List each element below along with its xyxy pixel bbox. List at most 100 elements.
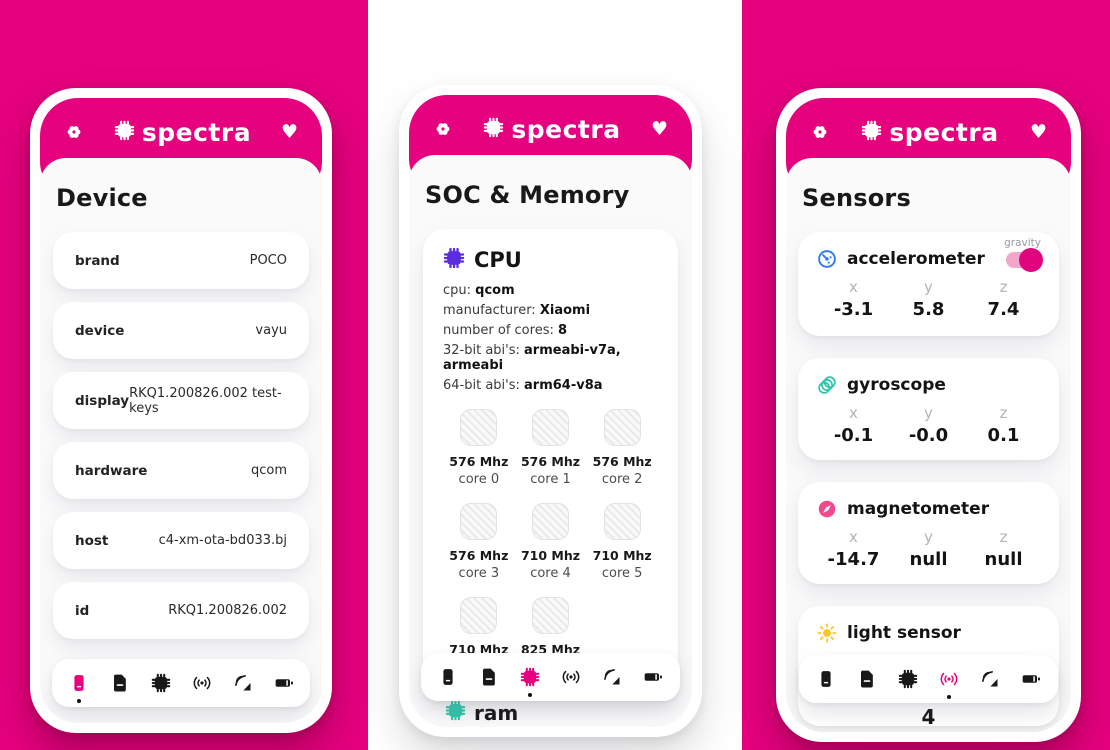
nav-item-soc[interactable] <box>148 670 174 696</box>
axis-value-z: 0.1 <box>987 425 1020 446</box>
nav-item-soc[interactable] <box>517 664 543 690</box>
chip-icon <box>520 667 540 687</box>
row-value: RKQ1.200826.002 <box>168 603 287 618</box>
core-cell: 576 Mhz core 3 <box>449 503 508 581</box>
cpu-info-label: number of cores: <box>443 323 554 338</box>
smartphone-icon <box>69 673 89 693</box>
soc-content: SOC & Memory CPU cpu: qcom manufacturer:… <box>409 155 692 727</box>
core-hatch-icon <box>460 597 498 634</box>
document-icon <box>857 669 877 689</box>
axis-label-y: y <box>924 278 933 296</box>
nav-item-battery[interactable] <box>1018 666 1044 692</box>
nav-item-battery[interactable] <box>640 664 666 690</box>
core-cell: 710 Mhz core 4 <box>521 503 580 581</box>
core-hatch-icon <box>531 409 569 446</box>
battery-icon <box>1021 669 1041 689</box>
row-value: c4-xm-ota-bd033.bj <box>158 533 287 548</box>
screen-sensors: spectra ♥ Sensors accelerometer gravity <box>786 98 1071 732</box>
nav-item-system[interactable] <box>854 666 880 692</box>
cpu-card: CPU cpu: qcom manufacturer: Xiaomi numbe… <box>423 229 678 695</box>
nav-item-system[interactable] <box>476 664 502 690</box>
sensor-card-magnetometer: magnetometer x y z -14.7 null null <box>798 482 1059 584</box>
row-label: hardware <box>75 462 148 479</box>
settings-flower-icon[interactable] <box>810 122 830 142</box>
core-name: core 1 <box>530 472 571 487</box>
sensor-card-gyroscope: gyroscope x y z -0.1 -0.0 0.1 <box>798 358 1059 460</box>
antenna-icon <box>602 667 622 687</box>
axis-value-x: -0.1 <box>833 425 874 446</box>
nav-item-sensors[interactable] <box>189 670 215 696</box>
cpu-info-value: armeabi-v7a, armeabi <box>443 343 621 373</box>
core-freq: 576 Mhz <box>449 548 509 563</box>
device-row-id: id RKQ1.200826.002 <box>53 582 309 639</box>
broadcast-icon <box>939 669 959 689</box>
nav-item-device[interactable] <box>66 670 92 696</box>
bottom-nav <box>799 655 1058 703</box>
axis-label-z: z <box>999 404 1008 422</box>
chip-icon <box>151 673 171 693</box>
gravity-toggle[interactable] <box>1005 247 1043 272</box>
nav-item-network[interactable] <box>230 670 256 696</box>
device-row-brand: brand POCO <box>53 232 309 289</box>
settings-flower-icon[interactable] <box>433 119 453 139</box>
nav-item-system[interactable] <box>107 670 133 696</box>
axis-label-z: z <box>999 528 1008 546</box>
core-hatch-icon <box>531 503 569 540</box>
row-value: POCO <box>249 253 287 268</box>
cpu-chip-icon <box>443 247 465 273</box>
core-name: core 2 <box>601 472 643 487</box>
phone-soc: spectra ♥ SOC & Memory CPU cpu: qcom <box>399 85 702 737</box>
axis-value-z: 7.4 <box>987 299 1020 320</box>
axis-value-y: null <box>909 549 948 570</box>
screen-device: spectra ♥ Device brand POCO device vayu … <box>40 98 322 723</box>
row-label: display <box>75 392 130 409</box>
favorite-heart-icon[interactable]: ♥ <box>650 117 668 140</box>
cpu-info: cpu: qcom manufacturer: Xiaomi number of… <box>443 283 658 393</box>
device-row-hardware: hardware qcom <box>53 442 309 499</box>
axis-value-x: -3.1 <box>833 299 874 320</box>
nav-item-device[interactable] <box>813 666 839 692</box>
battery-icon <box>643 667 663 687</box>
page-title: Sensors <box>802 184 911 212</box>
cpu-info-label: cpu: <box>443 283 472 298</box>
core-hatch-icon <box>460 503 498 540</box>
axis-value-x: -14.7 <box>827 549 880 570</box>
nav-item-battery[interactable] <box>271 670 297 696</box>
nav-item-network[interactable] <box>977 666 1003 692</box>
cpu-info-value: 8 <box>557 323 568 338</box>
broadcast-icon <box>192 673 212 693</box>
page-title: Device <box>56 184 148 212</box>
core-cell: 710 Mhz core 5 <box>593 503 652 581</box>
core-cell: 576 Mhz core 1 <box>521 409 580 487</box>
logo-chip-icon <box>114 120 135 145</box>
nav-item-network[interactable] <box>599 664 625 690</box>
device-row-display: display RKQ1.200826.002 test-keys <box>53 372 309 429</box>
settings-flower-icon[interactable] <box>64 122 84 142</box>
core-hatch-icon <box>531 597 569 634</box>
phone-device: spectra ♥ Device brand POCO device vayu … <box>30 88 332 733</box>
core-name: core 5 <box>601 566 643 581</box>
nav-item-device[interactable] <box>435 664 461 690</box>
axis-label-x: x <box>849 278 858 296</box>
app-logo: spectra <box>84 118 281 147</box>
nav-item-sensors[interactable] <box>558 664 584 690</box>
chip-icon <box>898 669 918 689</box>
battery-icon <box>274 673 294 693</box>
axis-label-x: x <box>849 404 858 422</box>
device-row-device: device vayu <box>53 302 309 359</box>
nav-item-sensors[interactable] <box>936 666 962 692</box>
sensors-content: Sensors accelerometer gravity x y <box>786 158 1071 732</box>
row-label: host <box>75 532 109 549</box>
ram-heading: ram <box>445 700 518 725</box>
favorite-heart-icon[interactable]: ♥ <box>280 120 298 143</box>
document-icon <box>479 667 499 687</box>
toggle-knob <box>1018 247 1043 272</box>
core-hatch-icon <box>603 503 641 540</box>
core-name: core 0 <box>458 472 500 487</box>
nav-item-soc[interactable] <box>895 666 921 692</box>
cpu-info-label: manufacturer: <box>443 303 536 318</box>
core-freq: 576 Mhz <box>592 454 652 469</box>
axis-label-y: y <box>924 528 933 546</box>
favorite-heart-icon[interactable]: ♥ <box>1029 120 1047 143</box>
gyroscope-rings-icon <box>816 374 838 396</box>
